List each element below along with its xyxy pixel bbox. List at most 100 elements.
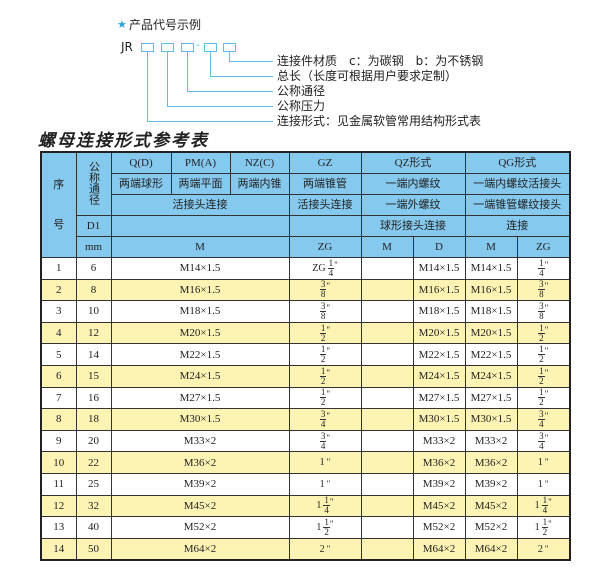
seq-cell: 8 [40,408,77,431]
label-diameter: 公称通径 [277,84,326,98]
header-cell: 一端内螺纹活接头 [464,173,571,195]
qg-m-cell: M39×2 [464,472,518,496]
zg-cell: 1 2 " [288,321,362,345]
header-cell: 一端锥管螺纹接头 [464,194,571,216]
numerator: 1 [538,257,545,269]
zg-cell: 3 8 " [288,278,362,302]
qz-d-cell: M64×2 [412,537,466,561]
qz-m-cell [360,472,414,496]
denominator: 2 [320,332,326,343]
denominator: 4 [328,267,334,278]
qz-m-cell [360,429,414,453]
qz-m-cell [360,494,414,518]
denominator: 4 [539,418,544,429]
seq-cell: 5 [40,343,77,366]
zg-cell: 3 8 " [516,278,571,302]
header-cell: NZ(C) [229,151,290,174]
inch-mark: " [326,478,331,489]
whole-part: 1 [537,457,543,469]
whole-part: 2 [319,543,325,555]
header-cell: 两端球形 [110,173,172,195]
seq-cell: 3 [40,300,77,323]
inch-mark: " [544,302,549,313]
header-cell: PM(A) [170,151,231,174]
table-row: 7 16 M27×1.5 1 2 " M27×1.5 M27×1.5 1 2 " [40,386,571,410]
whole-part: ZG [312,262,326,274]
denominator: 4 [539,267,544,278]
inch-mark: " [326,432,331,443]
numerator: 1 [538,344,545,356]
header-cell: 两端内锥 [229,173,290,195]
table-body: 1 6 M14×1.5 ZG 1 4 " M14×1.5 M14×1.5 1 4 " 2 8 M16×1.5… [40,257,571,561]
qz-d-cell: M52×2 [412,516,466,539]
zg-cell: 1 4 " [516,257,571,280]
numerator: 3 [319,408,327,420]
zg-cell: 1 2 " [516,386,571,410]
m-thread-cell: M18×1.5 [110,300,290,323]
table-row: 9 20 M33×2 3 4 " M33×2 M33×2 3 4 " [40,429,571,453]
zg-cell: 1 2 " [516,364,571,388]
header-cell: QZ形式 [360,151,466,174]
denominator: 4 [539,440,544,451]
zg-cell: 1 1 4 " [516,494,571,518]
denominator: 2 [320,354,326,365]
zg-cell: 1 1 4 " [288,494,362,518]
denominator: 8 [539,289,544,300]
leader-line [229,52,230,61]
m-thread-cell: M64×2 [110,537,290,561]
numerator: 3 [538,430,545,442]
inch-mark: " [544,478,549,489]
table-row: 14 50 M64×2 2 " M64×2 M64×2 2 " [40,537,571,561]
qz-d-cell: M33×2 [412,429,466,453]
denominator: 2 [320,375,326,386]
inch-mark: " [548,497,552,508]
m-thread-cell: M14×1.5 [110,257,290,280]
inch-mark: " [326,302,331,313]
zg-cell: 2 " [288,537,362,561]
inch-mark: " [326,410,331,421]
qg-m-cell: M14×1.5 [464,257,518,280]
inch-mark: " [544,259,549,270]
header-cell: ZG [288,236,362,258]
page-title: 螺母连接形式参考表 [38,131,209,151]
header-cell: ZG [516,236,571,258]
zg-cell: 1 1 2 " [516,516,571,539]
leader-line [210,76,273,77]
denominator: 4 [320,440,326,451]
qg-m-cell: M16×1.5 [464,278,518,302]
qz-d-cell: M24×1.5 [412,364,466,388]
whole-part: 1 [319,478,325,490]
numerator: 3 [319,430,327,442]
qz-d-cell: M39×2 [412,472,466,496]
product-code-diagram: ★ 产品代号示例 JR - 连接件材质 c：为碳钢 b：为不锈钢 总长（长度可根… [0,0,600,128]
table-row: 13 40 M52×2 1 1 2 " M52×2 M52×2 1 1 2 " [40,516,571,539]
qz-m-cell [360,386,414,410]
dn-cell: 12 [75,321,112,345]
diagram-heading: 产品代号示例 [129,18,202,32]
inch-mark: " [544,324,549,335]
seq-cell: 2 [40,278,77,302]
inch-mark: " [326,457,331,468]
header-cell: D1 [75,215,112,237]
numerator: 1 [319,365,327,377]
inch-mark: " [544,389,549,400]
table-row: 5 14 M22×1.5 1 2 " M22×1.5 M22×1.5 1 2 " [40,343,571,366]
qz-d-cell: M18×1.5 [412,300,466,323]
qz-d-cell: M36×2 [412,451,466,474]
qg-m-cell: M45×2 [464,494,518,518]
table-row: 2 8 M16×1.5 3 8 " M16×1.5 M16×1.5 3 8 " [40,278,571,302]
leader-line [187,52,188,91]
qg-m-cell: M36×2 [464,451,518,474]
dn-cell: 40 [75,516,112,539]
seq-cell: 4 [40,321,77,345]
star-icon: ★ [117,18,127,31]
